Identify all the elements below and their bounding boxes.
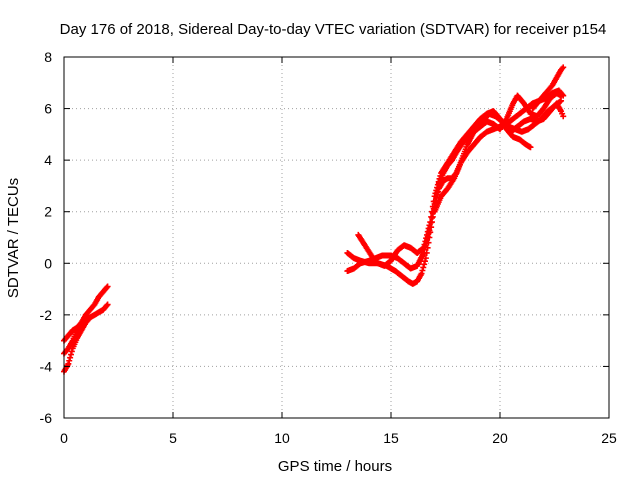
x-tick-label: 25	[601, 430, 617, 446]
x-tick-label: 5	[169, 430, 177, 446]
y-tick-label: -2	[40, 307, 53, 323]
x-tick-label: 20	[492, 430, 508, 446]
y-tick-label: -6	[40, 410, 53, 426]
data-series	[431, 90, 565, 215]
x-ticks: 0 5 10 15 20 25	[60, 57, 617, 446]
x-tick-label: 0	[60, 430, 68, 446]
data-point-markers	[507, 100, 567, 135]
x-axis-label: GPS time / hours	[278, 458, 392, 475]
data-points	[61, 64, 567, 375]
y-tick-label: 2	[44, 204, 52, 220]
y-ticks: -6 -4 -2 0 2 4 6 8	[40, 49, 609, 426]
data-point-markers	[61, 283, 111, 344]
y-tick-label: 6	[44, 101, 52, 117]
x-tick-label: 15	[383, 430, 399, 446]
data-point-markers	[529, 64, 567, 112]
data-series	[61, 283, 111, 344]
y-tick-label: -4	[40, 358, 53, 374]
plot-frame	[63, 56, 610, 419]
y-tick-label: 0	[44, 255, 52, 271]
x-tick-label: 10	[274, 430, 290, 446]
data-series	[355, 108, 534, 269]
chart-title: Day 176 of 2018, Sidereal Day-to-day VTE…	[60, 21, 607, 38]
data-series	[529, 64, 567, 112]
y-tick-label: 8	[44, 49, 52, 65]
data-point-markers	[355, 108, 534, 269]
y-axis-label: SDTVAR / TECUs	[5, 178, 22, 298]
y-tick-label: 4	[44, 152, 52, 168]
data-series	[507, 100, 567, 135]
data-point-markers	[431, 90, 565, 215]
